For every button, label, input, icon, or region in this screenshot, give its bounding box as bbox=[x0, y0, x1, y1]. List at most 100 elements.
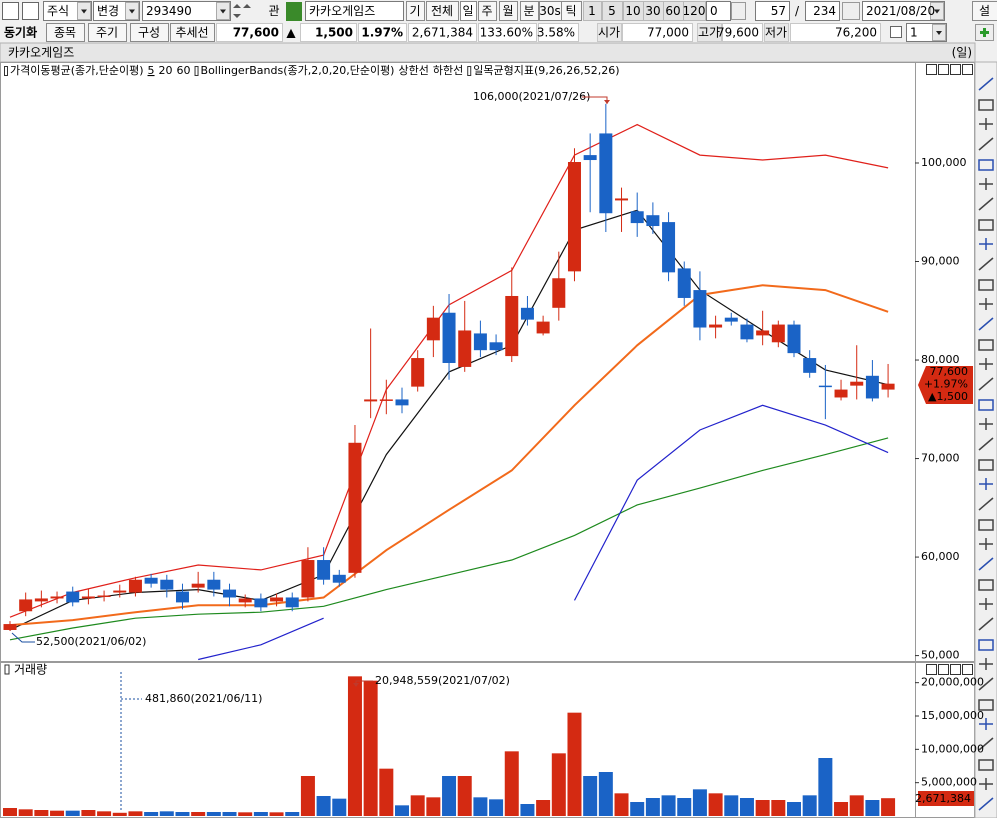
panel-button[interactable] bbox=[962, 664, 973, 675]
panel-button[interactable] bbox=[962, 64, 973, 75]
tool-icon[interactable] bbox=[978, 497, 994, 511]
tool-icon[interactable] bbox=[978, 159, 994, 171]
tool-icon[interactable] bbox=[979, 718, 993, 730]
tool-icon[interactable] bbox=[978, 519, 994, 531]
toolbar-box[interactable] bbox=[520, 1, 539, 21]
tool-icon[interactable] bbox=[978, 377, 994, 391]
toolbar-text[interactable]: 기 bbox=[409, 4, 420, 18]
y-tick-label: 10,000,000 bbox=[921, 742, 984, 755]
panel-button[interactable] bbox=[938, 664, 949, 675]
toolbar-text[interactable]: 주식 bbox=[47, 4, 69, 18]
toolbar-box[interactable] bbox=[706, 1, 731, 21]
toolbar-box[interactable] bbox=[426, 1, 459, 21]
tool-icon[interactable] bbox=[978, 699, 994, 711]
tool-icon[interactable] bbox=[979, 418, 993, 430]
toolbar-text[interactable]: 57 bbox=[771, 4, 786, 18]
tool-icon[interactable] bbox=[979, 658, 993, 670]
toolbar-text[interactable]: 카카오게임즈 bbox=[309, 4, 375, 18]
toolbar-text[interactable]: 1 bbox=[910, 26, 918, 40]
toolbar-box[interactable] bbox=[972, 1, 997, 21]
toolbar-box[interactable] bbox=[170, 23, 215, 42]
tool-icon[interactable] bbox=[978, 197, 994, 211]
tool-icon[interactable] bbox=[978, 459, 994, 471]
tool-icon[interactable] bbox=[979, 238, 993, 250]
toolbar-text: 3.58% bbox=[537, 26, 575, 40]
panel-button[interactable] bbox=[938, 64, 949, 75]
tool-icon[interactable] bbox=[978, 77, 994, 91]
volume-bar bbox=[3, 808, 17, 816]
toolbar-box[interactable] bbox=[130, 23, 169, 42]
toolbar-text[interactable]: 전체 bbox=[431, 4, 453, 18]
tool-icon[interactable] bbox=[979, 118, 993, 130]
tool-icon[interactable] bbox=[979, 178, 993, 190]
volume-bar bbox=[677, 798, 692, 816]
tool-icon[interactable] bbox=[978, 617, 994, 631]
tool-icon[interactable] bbox=[978, 579, 994, 591]
tool-icon[interactable] bbox=[979, 598, 993, 610]
toolbar-box[interactable] bbox=[142, 1, 231, 21]
tool-icon[interactable] bbox=[978, 317, 994, 331]
toolbar-icon[interactable] bbox=[22, 2, 39, 20]
tool-icon[interactable] bbox=[978, 99, 994, 111]
tool-icon[interactable] bbox=[979, 478, 993, 490]
toolbar-text[interactable]: 일 bbox=[462, 4, 473, 18]
tool-icon[interactable] bbox=[978, 759, 994, 771]
toolbar-text[interactable]: 주 bbox=[481, 4, 492, 18]
toolbar-text[interactable]: 설 bbox=[979, 4, 990, 18]
tool-icon[interactable] bbox=[978, 737, 994, 751]
panel-button[interactable] bbox=[950, 664, 961, 675]
toolbar-icon[interactable] bbox=[2, 2, 19, 20]
volume-bar bbox=[395, 805, 409, 816]
tool-icon[interactable] bbox=[979, 538, 993, 550]
tool-icon[interactable] bbox=[978, 279, 994, 291]
candle-body bbox=[442, 312, 456, 363]
toolbar-text[interactable]: 변경 bbox=[97, 4, 119, 18]
tool-icon[interactable] bbox=[978, 399, 994, 411]
spin-box[interactable] bbox=[731, 2, 746, 20]
tool-icon[interactable] bbox=[979, 778, 993, 790]
toolbar-text[interactable]: 월 bbox=[502, 4, 513, 18]
toolbar-text[interactable]: 틱 bbox=[565, 4, 576, 18]
toolbar-box[interactable] bbox=[406, 1, 425, 21]
toolbar-text[interactable]: 293490 bbox=[146, 4, 192, 18]
checkbox[interactable] bbox=[890, 26, 902, 38]
toolbar-box[interactable] bbox=[499, 1, 518, 21]
panel-button[interactable] bbox=[926, 64, 937, 75]
toolbar-box[interactable] bbox=[460, 1, 477, 21]
tool-icon[interactable] bbox=[978, 137, 994, 151]
panel-button[interactable] bbox=[950, 64, 961, 75]
toolbar-box[interactable] bbox=[862, 1, 945, 21]
toolbar-text[interactable]: 추세선 bbox=[175, 26, 208, 40]
tool-icon[interactable] bbox=[978, 557, 994, 571]
code-icon[interactable] bbox=[286, 2, 302, 21]
toolbar-text[interactable]: 구성 bbox=[138, 26, 160, 40]
tool-icon[interactable] bbox=[978, 339, 994, 351]
toolbar-box[interactable] bbox=[755, 1, 790, 21]
toolbar-box[interactable] bbox=[46, 23, 85, 42]
tool-icon[interactable] bbox=[978, 219, 994, 231]
toolbar-text[interactable]: 분 bbox=[523, 4, 534, 18]
toolbar-text[interactable]: 0 bbox=[710, 4, 718, 18]
panel-button[interactable] bbox=[926, 664, 937, 675]
toolbar-text[interactable]: 종목 bbox=[54, 26, 76, 40]
chart-icon[interactable] bbox=[842, 2, 860, 20]
candle-body bbox=[207, 579, 221, 590]
toolbar-text[interactable]: 30s bbox=[539, 4, 561, 18]
toolbar-box[interactable] bbox=[305, 1, 404, 21]
tool-icon[interactable] bbox=[979, 358, 993, 370]
toolbar-box[interactable] bbox=[478, 1, 497, 21]
toolbar-text[interactable]: 234 bbox=[813, 4, 836, 18]
toolbar-box[interactable] bbox=[88, 23, 127, 42]
tool-icon[interactable] bbox=[978, 677, 994, 691]
tool-icon[interactable] bbox=[978, 257, 994, 271]
toolbar-text[interactable]: 2021/08/20 bbox=[866, 4, 935, 18]
tool-icon[interactable] bbox=[978, 437, 994, 451]
toolbar-box[interactable] bbox=[561, 1, 582, 21]
volume-bar bbox=[630, 802, 645, 816]
toolbar-text[interactable]: 주기 bbox=[96, 26, 118, 40]
tool-icon[interactable] bbox=[979, 298, 993, 310]
tool-icon[interactable] bbox=[978, 797, 994, 811]
toolbar-box[interactable] bbox=[805, 1, 840, 21]
candle-body bbox=[191, 583, 205, 588]
tool-icon[interactable] bbox=[978, 639, 994, 651]
